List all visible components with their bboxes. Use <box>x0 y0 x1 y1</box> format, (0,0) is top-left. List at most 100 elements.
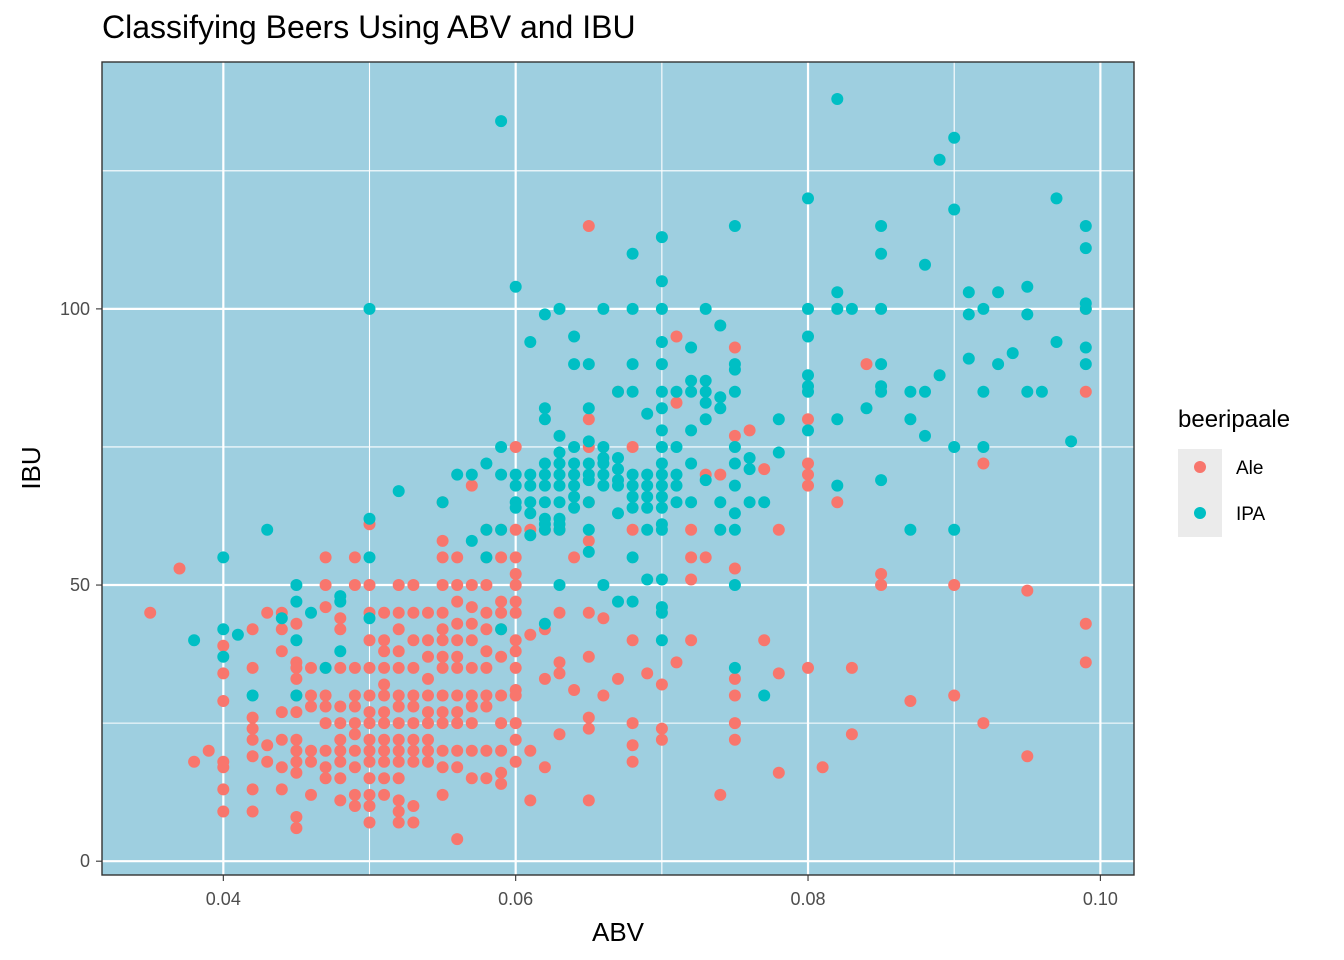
data-point-ipa <box>612 452 624 464</box>
data-point-ale <box>465 744 478 757</box>
data-point-ale <box>904 695 917 707</box>
data-point-ale <box>319 744 332 757</box>
data-point-ale <box>831 496 844 509</box>
data-point-ale <box>509 645 522 658</box>
data-point-ipa <box>626 490 639 503</box>
data-point-ale <box>553 656 566 669</box>
data-point-ipa <box>626 385 639 398</box>
data-point-ale <box>378 645 391 658</box>
data-point-ipa <box>655 336 668 348</box>
data-point-ipa <box>495 441 508 453</box>
data-point-ale <box>802 457 814 470</box>
data-point-ale <box>246 750 259 763</box>
data-point-ale <box>319 551 332 564</box>
data-point-ale <box>509 523 522 536</box>
data-point-ipa <box>363 612 376 625</box>
data-point-ipa <box>553 429 566 442</box>
data-point-ipa <box>655 385 668 398</box>
data-point-ale <box>1021 750 1034 763</box>
data-point-ale <box>670 656 683 669</box>
data-point-ipa <box>962 308 975 321</box>
data-point-ale <box>465 700 478 713</box>
data-point-ale <box>495 766 508 779</box>
data-point-ale <box>451 833 464 846</box>
data-point-ale <box>407 606 420 619</box>
data-point-ipa <box>655 523 668 536</box>
data-point-ipa <box>1021 308 1034 321</box>
data-point-ale <box>626 739 639 752</box>
data-point-ale <box>392 661 405 674</box>
data-point-ale <box>451 761 464 774</box>
data-point-ale <box>407 579 420 591</box>
plot-panel <box>101 61 1135 876</box>
data-point-ale <box>378 634 391 647</box>
data-point-ipa <box>685 374 698 387</box>
data-point-ale <box>728 689 741 702</box>
data-point-ipa <box>495 115 508 128</box>
data-point-ale <box>436 579 449 591</box>
data-point-ipa <box>962 286 975 299</box>
data-point-ale <box>582 794 595 807</box>
data-point-ale <box>392 623 405 636</box>
data-point-ipa <box>261 523 274 536</box>
legend-label-ale: Ale <box>1236 458 1263 479</box>
data-point-ipa <box>758 496 771 509</box>
data-point-ale <box>188 755 201 768</box>
data-point-ale <box>392 772 405 785</box>
data-point-ipa <box>743 452 756 464</box>
data-point-ipa <box>451 468 464 481</box>
data-point-ipa <box>626 479 639 492</box>
data-point-ale <box>378 689 391 702</box>
data-point-ale <box>363 717 376 730</box>
data-point-ipa <box>641 468 654 481</box>
data-point-ipa <box>992 286 1005 299</box>
data-point-ipa <box>275 612 288 625</box>
data-point-ipa <box>641 501 654 514</box>
data-point-ipa <box>582 358 595 371</box>
data-point-ale <box>524 794 537 807</box>
data-point-ale <box>1079 617 1092 630</box>
chart-title: Classifying Beers Using ABV and IBU <box>102 9 636 45</box>
data-point-ale <box>582 722 595 735</box>
data-point-ale <box>626 634 639 647</box>
data-point-ale <box>465 634 478 647</box>
data-point-ale <box>436 661 449 674</box>
data-point-ale <box>875 579 888 591</box>
data-point-ipa <box>509 468 522 481</box>
data-point-ale <box>392 805 405 818</box>
data-point-ipa <box>948 131 961 144</box>
data-point-ipa <box>553 523 566 536</box>
data-point-ipa <box>655 302 668 315</box>
data-point-ale <box>655 722 668 735</box>
data-point-ale <box>363 816 376 829</box>
data-point-ipa <box>480 523 493 536</box>
data-point-ale <box>407 717 420 730</box>
data-point-ale <box>685 634 698 647</box>
data-point-ale <box>334 623 347 636</box>
data-point-ale <box>246 783 259 796</box>
data-point-ipa <box>524 529 537 542</box>
data-point-ipa <box>1079 302 1092 315</box>
data-point-ipa <box>772 413 785 426</box>
data-point-ale <box>772 523 785 536</box>
data-point-ipa <box>860 402 873 415</box>
data-point-ale <box>392 755 405 768</box>
data-point-ale <box>1079 385 1092 398</box>
data-point-ipa <box>524 479 537 492</box>
data-point-ale <box>378 661 391 674</box>
data-point-ipa <box>597 441 610 453</box>
data-point-ale <box>495 606 508 619</box>
data-point-ale <box>568 684 581 696</box>
data-point-ipa <box>538 402 551 415</box>
data-point-ipa <box>553 579 566 591</box>
data-point-ale <box>436 706 449 719</box>
data-point-ale <box>977 457 990 470</box>
data-point-ipa <box>802 369 814 382</box>
x-axis-title: ABV <box>592 917 645 947</box>
data-point-ipa <box>772 446 785 459</box>
data-point-ipa <box>802 302 814 315</box>
data-point-ipa <box>728 385 741 398</box>
data-point-ipa <box>612 463 624 476</box>
data-point-ipa <box>714 523 727 536</box>
data-point-ale <box>246 722 259 735</box>
